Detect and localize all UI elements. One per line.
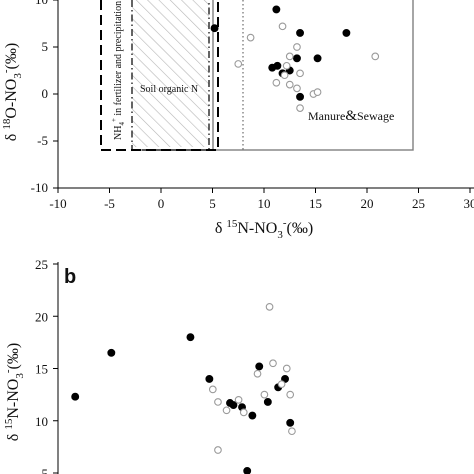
x-tick-label: -5 bbox=[104, 196, 115, 211]
panel-a-y-ticks: -10 -5 0 5 10 bbox=[31, 0, 58, 195]
point-filled bbox=[229, 401, 238, 410]
panel-a-x-ticks: -10 -5 0 5 10 15 20 25 30 bbox=[49, 188, 474, 211]
point-open bbox=[269, 359, 277, 368]
point-open bbox=[222, 406, 231, 415]
x-tick-label: 30 bbox=[464, 196, 474, 211]
point-open bbox=[313, 88, 322, 96]
point-open bbox=[234, 396, 243, 404]
point-filled bbox=[272, 5, 281, 14]
panel-b-points bbox=[71, 302, 296, 474]
label-fertilizer-region: NH4+ in fertilizer and precipitation bbox=[110, 1, 126, 140]
point-open bbox=[246, 33, 255, 42]
x-tick-label: 20 bbox=[361, 196, 374, 211]
point-open bbox=[278, 22, 287, 31]
x-tick-label: 10 bbox=[258, 196, 271, 211]
point-open bbox=[208, 385, 217, 394]
point-filled bbox=[296, 28, 304, 37]
panel-a-points bbox=[210, 5, 380, 112]
y-tick-label: 20 bbox=[35, 309, 48, 324]
y-tick-label: 5 bbox=[42, 466, 49, 474]
point-open bbox=[296, 104, 304, 112]
y-tick-label: 10 bbox=[35, 0, 48, 7]
panel-b: b 5 10 15 20 25 δ 15N-NO3-(‰) bbox=[2, 257, 296, 474]
point-filled bbox=[71, 392, 80, 401]
point-open bbox=[239, 408, 248, 417]
point-open bbox=[285, 80, 294, 89]
x-tick-label: 25 bbox=[412, 196, 425, 211]
point-open bbox=[253, 369, 262, 378]
point-filled bbox=[286, 418, 295, 427]
point-filled bbox=[186, 333, 195, 342]
y-tick-label: 5 bbox=[42, 39, 49, 54]
point-open bbox=[214, 398, 222, 406]
point-open bbox=[282, 61, 291, 70]
panel-b-label: b bbox=[64, 266, 76, 288]
x-tick-label: -10 bbox=[49, 196, 66, 211]
y-tick-label: -5 bbox=[37, 133, 48, 148]
point-filled bbox=[255, 362, 264, 371]
point-open bbox=[234, 60, 243, 68]
y-tick-label: 15 bbox=[35, 362, 48, 377]
point-open bbox=[286, 390, 295, 399]
y-tick-label: 10 bbox=[35, 414, 48, 429]
point-filled bbox=[296, 92, 304, 101]
point-open bbox=[293, 43, 301, 51]
point-filled bbox=[342, 28, 351, 37]
point-filled bbox=[273, 61, 282, 70]
point-filled bbox=[263, 397, 272, 406]
panel-a-y-axis-title: δ 18O-NO3-(‰) bbox=[0, 43, 24, 141]
point-filled bbox=[243, 466, 252, 474]
point-open bbox=[277, 380, 286, 389]
region-manure-sewage bbox=[212, 0, 414, 151]
label-soil-organic-n: Soil organic N bbox=[140, 84, 198, 95]
panel-b-y-ticks: 5 10 15 20 25 bbox=[35, 257, 58, 474]
region-soil-hatch bbox=[132, 0, 209, 147]
point-filled bbox=[293, 54, 301, 63]
point-filled bbox=[107, 348, 116, 357]
point-open bbox=[371, 52, 380, 61]
point-open bbox=[282, 364, 291, 373]
point-filled bbox=[313, 54, 322, 63]
region-fertilizer-border bbox=[100, 0, 219, 151]
panel-a: NH4+ in fertilizer and precipitation Soi… bbox=[0, 0, 474, 241]
point-open bbox=[296, 69, 304, 78]
point-filled bbox=[205, 375, 214, 383]
point-open bbox=[265, 302, 274, 311]
x-tick-label: 5 bbox=[209, 196, 216, 211]
point-open bbox=[293, 84, 301, 93]
point-open bbox=[285, 52, 294, 61]
point-open bbox=[272, 78, 281, 87]
point-open bbox=[214, 446, 222, 454]
point-open bbox=[280, 71, 289, 80]
point-filled bbox=[210, 24, 219, 33]
x-tick-label: 15 bbox=[309, 196, 322, 211]
y-tick-label: 25 bbox=[35, 257, 48, 272]
point-filled bbox=[281, 375, 289, 383]
label-manure-sewage: Manure&Sewage bbox=[308, 108, 394, 124]
point-open bbox=[288, 427, 296, 436]
panel-a-x-axis-title: δ 15N-NO3-(‰) bbox=[215, 217, 313, 241]
point-open bbox=[260, 390, 269, 399]
point-filled bbox=[248, 411, 257, 420]
y-tick-label: 0 bbox=[42, 86, 49, 101]
y-tick-label: -10 bbox=[31, 180, 48, 195]
panel-b-y-axis-title: δ 15N-NO3-(‰) bbox=[2, 343, 26, 441]
x-tick-label: 0 bbox=[158, 196, 165, 211]
